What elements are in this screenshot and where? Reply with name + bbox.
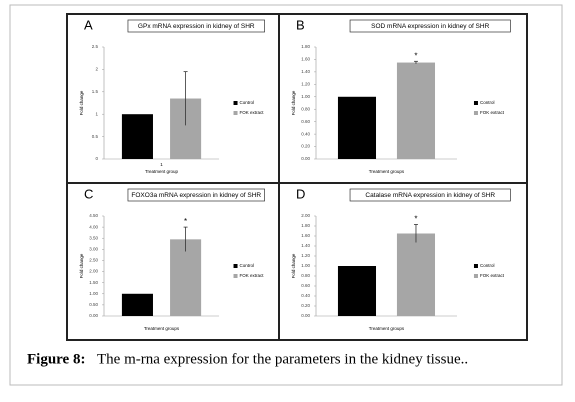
y-axis-label: Fold change <box>291 253 296 278</box>
title-box <box>349 19 511 33</box>
y-tick-label: 0.50 <box>89 302 98 307</box>
panel-label: C <box>84 186 93 201</box>
y-axis-label: Fold change <box>291 90 296 115</box>
legend-label: Control <box>240 100 255 105</box>
y-tick-label: 0.5 <box>92 134 99 139</box>
chart-title: FOXO3a mRNA expression in kidney of SHR <box>131 192 261 199</box>
y-tick-label: 0.20 <box>301 303 310 308</box>
y-tick-label: 1.50 <box>89 280 98 285</box>
y-tick-label: 0.60 <box>301 119 310 124</box>
legend-swatch <box>233 274 238 278</box>
y-tick-label: 1.60 <box>301 233 310 238</box>
title-box <box>349 188 511 202</box>
y-tick-label: 0.60 <box>301 283 310 288</box>
title-box <box>127 188 265 202</box>
y-tick-label: 0.00 <box>301 313 310 318</box>
y-tick-label: 1.80 <box>301 44 310 49</box>
caption-text: The m-rna expression for the parameters … <box>97 351 468 367</box>
panel-frame <box>66 13 528 341</box>
legend-label: FOK extract <box>480 110 505 115</box>
significance-mark: * <box>414 215 417 224</box>
x-tick-label: 1 <box>160 162 163 167</box>
y-tick-label: 2.5 <box>92 44 99 49</box>
legend-label: Control <box>240 263 255 268</box>
y-tick-label: 2.50 <box>89 258 98 263</box>
legend-swatch <box>233 101 238 105</box>
y-tick-label: 1.00 <box>301 263 310 268</box>
bar <box>396 233 436 316</box>
x-axis-label: Treatment group <box>145 169 179 174</box>
legend-label: Control <box>480 263 495 268</box>
y-tick-label: 0.00 <box>301 156 310 161</box>
y-tick-label: 4.00 <box>89 224 98 229</box>
y-tick-label: 0.20 <box>301 144 310 149</box>
y-axis-label: Fold change <box>79 90 84 115</box>
x-axis-label: Treatment groups <box>369 326 405 331</box>
caption-label: Figure 8: <box>27 351 85 367</box>
panel-label: A <box>84 17 93 32</box>
legend-label: FOK extract <box>240 273 265 278</box>
panel-label: D <box>296 186 305 201</box>
y-axis-label: Fold change <box>79 253 84 278</box>
y-tick-label: 1.40 <box>301 243 310 248</box>
y-tick-label: 3.00 <box>89 247 98 252</box>
y-tick-label: 2 <box>95 67 98 72</box>
y-tick-label: 1.40 <box>301 69 310 74</box>
y-tick-label: 3.50 <box>89 235 98 240</box>
y-tick-label: 1 <box>95 111 98 116</box>
legend-swatch <box>473 111 478 115</box>
chart-title: GPx mRNA expression in kidney of SHR <box>138 23 255 30</box>
y-tick-label: 2.00 <box>89 269 98 274</box>
y-tick-label: 0.80 <box>301 106 310 111</box>
y-tick-label: 0.80 <box>301 273 310 278</box>
x-axis-label: Treatment groups <box>144 326 180 331</box>
chart-title: Catalase mRNA expression in kidney of SH… <box>365 192 495 199</box>
y-tick-label: 0 <box>95 156 98 161</box>
legend-swatch <box>473 274 478 278</box>
chart-title: SOD mRNA expression in kidney of SHR <box>371 23 489 30</box>
y-tick-label: 4.50 <box>89 213 98 218</box>
significance-mark: * <box>184 217 187 226</box>
legend-swatch <box>473 264 478 268</box>
y-tick-label: 1.80 <box>301 223 310 228</box>
y-tick-label: 0.40 <box>301 131 310 136</box>
y-tick-label: 1.5 <box>92 89 99 94</box>
panel-label: B <box>296 17 305 32</box>
y-tick-label: 1.00 <box>89 291 98 296</box>
legend-swatch <box>473 101 478 105</box>
bar <box>121 293 153 316</box>
y-tick-label: 1.60 <box>301 57 310 62</box>
y-tick-label: 1.20 <box>301 82 310 87</box>
legend-label: FOK extract <box>240 110 265 115</box>
y-tick-label: 2.00 <box>301 213 310 218</box>
legend-label: FOK extract <box>480 273 505 278</box>
y-tick-label: 1.20 <box>301 253 310 258</box>
bar <box>337 96 377 159</box>
y-tick-label: 0.00 <box>89 313 98 318</box>
legend-swatch <box>233 111 238 115</box>
bar <box>396 62 436 159</box>
legend-swatch <box>233 264 238 268</box>
significance-mark: * <box>414 51 417 60</box>
x-axis-label: Treatment groups <box>369 169 405 174</box>
y-tick-label: 0.40 <box>301 293 310 298</box>
y-tick-label: 1.00 <box>301 94 310 99</box>
title-box <box>127 19 265 33</box>
legend-label: Control <box>480 100 495 105</box>
bar <box>121 114 153 159</box>
bar <box>170 239 202 316</box>
bar <box>337 266 377 316</box>
